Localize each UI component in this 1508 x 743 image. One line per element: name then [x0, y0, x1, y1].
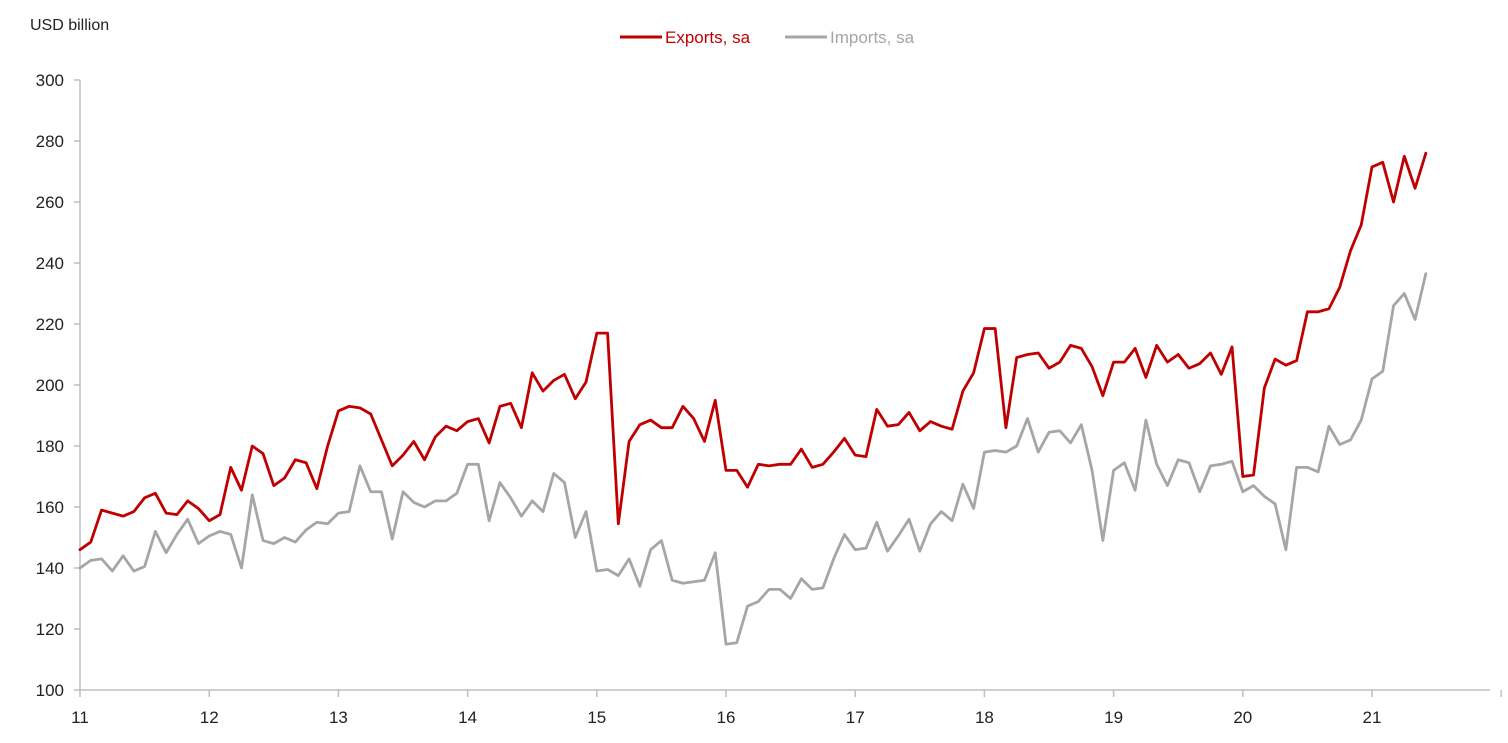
x-tick-label: 21 — [1363, 708, 1382, 727]
x-tick-label: 12 — [200, 708, 219, 727]
series-line-exports — [78, 151, 1428, 552]
x-tick-label: 13 — [329, 708, 348, 727]
y-tick-label: 140 — [36, 559, 64, 578]
x-tick-label: 20 — [1233, 708, 1252, 727]
x-tick-label: 11 — [71, 708, 89, 727]
y-tick-label: 120 — [36, 620, 64, 639]
x-tick-label: 18 — [975, 708, 994, 727]
y-tick-label: 200 — [36, 376, 64, 395]
y-axis: 100 120 140 160 180 200 220 240 260 280 300 — [36, 71, 81, 700]
y-tick-label: 220 — [36, 315, 64, 334]
x-tick-label: 14 — [458, 708, 477, 727]
y-axis-unit-label: USD billion — [30, 17, 109, 34]
x-tick-label: 16 — [717, 708, 736, 727]
y-tick-label: 280 — [36, 132, 64, 151]
y-tick-label: 180 — [36, 437, 64, 456]
legend-label-imports: Imports, sa — [830, 28, 915, 47]
legend: Exports, sa Imports, sa — [620, 28, 915, 47]
x-tick-label: 19 — [1104, 708, 1123, 727]
y-tick-label: 240 — [36, 254, 64, 273]
y-tick-label: 300 — [36, 71, 64, 90]
y-tick-label: 260 — [36, 193, 64, 212]
series-line-imports — [78, 272, 1428, 646]
legend-label-exports: Exports, sa — [665, 28, 751, 47]
x-tick-label: 15 — [587, 708, 606, 727]
y-tick-label: 160 — [36, 498, 64, 517]
x-tick-label: 17 — [846, 708, 865, 727]
series-layer — [78, 151, 1428, 646]
x-axis: 11 12 13 14 15 16 17 18 19 20 21 — [71, 689, 1502, 727]
y-tick-label: 100 — [36, 681, 64, 700]
